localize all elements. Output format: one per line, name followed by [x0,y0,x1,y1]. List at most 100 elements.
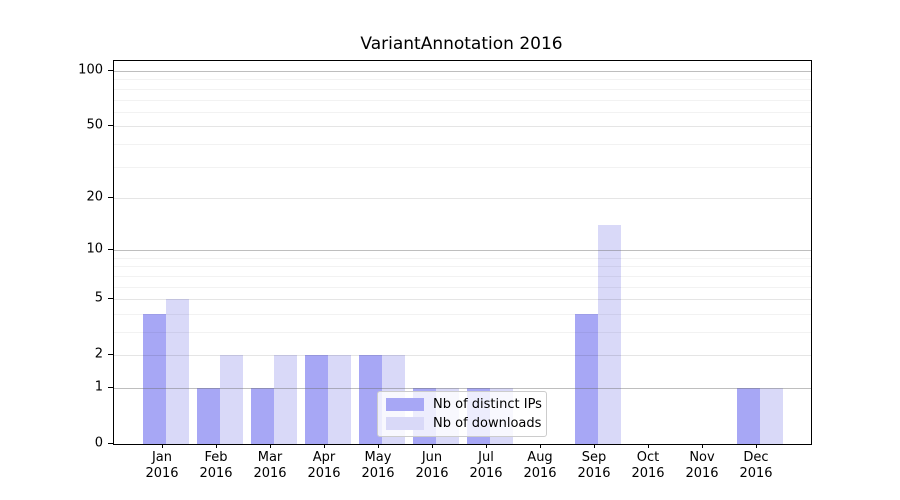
gridline-40 [114,143,811,145]
y-tick-mark-50 [108,125,113,127]
bar-downloads-feb [220,355,243,444]
gridline-80 [114,88,811,90]
gridline-70 [114,99,811,101]
x-tick-label-sep: Sep 2016 [564,450,624,482]
bar-downloads-mar [274,355,297,444]
x-tick-label-oct: Oct 2016 [618,450,678,482]
bar-downloads-sep [598,225,621,444]
x-tick-label-month: Jun [421,450,443,465]
x-tick-label-year: 2016 [577,466,611,481]
legend-label-distinct-ips: Nb of distinct IPs [433,397,542,412]
x-tick-label-year: 2016 [469,466,503,481]
x-tick-label-month: Jan [151,450,173,465]
downloads-swatch [386,417,424,430]
x-tick-mark-apr [324,444,325,448]
y-tick-label-50: 50 [86,117,103,133]
y-tick-mark-20 [108,196,113,198]
x-tick-label-month: Apr [312,450,336,465]
bar-downloads-dec [760,388,783,444]
x-tick-label-mar: Mar 2016 [240,450,300,482]
x-tick-label-jan: Jan 2016 [132,450,192,482]
x-tick-label-aug: Aug 2016 [510,450,570,482]
y-tick-label-1: 1 [94,379,103,395]
legend-label-downloads: Nb of downloads [433,416,542,431]
x-tick-label-year: 2016 [739,466,773,481]
x-tick-label-month: Feb [204,450,228,465]
x-tick-mark-jul [486,444,487,448]
y-tick-mark-10 [108,249,113,251]
x-tick-label-dec: Dec 2016 [726,450,786,482]
x-tick-label-year: 2016 [145,466,179,481]
legend-row-distinct-ips: Nb of distinct IPs [386,397,546,412]
x-tick-label-year: 2016 [685,466,719,481]
y-tick-label-10: 10 [86,241,103,257]
distinct-ips-swatch [386,398,424,411]
x-tick-label-month: May [364,450,392,465]
y-tick-mark-1 [108,387,113,388]
x-tick-label-year: 2016 [361,466,395,481]
x-tick-label-month: Oct [636,450,660,465]
x-tick-label-jun: Jun 2016 [402,450,462,482]
gridline-2 [114,355,811,357]
x-tick-label-year: 2016 [631,466,665,481]
x-tick-mark-feb [216,444,217,448]
x-tick-mark-may [378,444,379,448]
y-tick-mark-0 [108,443,113,444]
gridline-20 [114,197,811,199]
x-tick-mark-oct [648,444,649,448]
y-tick-mark-5 [108,298,113,300]
x-tick-mark-nov [702,444,703,448]
x-tick-mark-jun [432,444,433,448]
x-tick-label-month: Jul [478,450,494,465]
x-tick-label-year: 2016 [415,466,449,481]
x-tick-label-year: 2016 [199,466,233,481]
x-tick-label-month: Sep [581,450,607,465]
x-tick-label-month: Mar [257,450,283,465]
x-tick-mark-dec [756,444,757,448]
x-tick-label-month: Aug [527,450,553,465]
gridline-7 [114,275,811,277]
x-tick-mark-mar [270,444,271,448]
bar-distinct-ips-apr [305,355,328,444]
bar-distinct-ips-sep [575,313,598,444]
gridline-4 [114,313,811,315]
x-tick-label-feb: Feb 2016 [186,450,246,482]
y-tick-mark-100 [108,70,113,71]
gridline-50 [114,126,811,128]
y-tick-label-5: 5 [94,290,103,306]
bar-downloads-apr [328,355,351,444]
bar-downloads-jan [166,299,189,444]
x-tick-label-apr: Apr 2016 [294,450,354,482]
gridline-6 [114,286,811,288]
gridline-60 [114,111,811,113]
y-tick-label-0: 0 [94,435,103,451]
gridline-100 [114,71,811,72]
y-tick-mark-2 [108,354,113,356]
gridline-10 [114,250,811,252]
gridline-1 [114,388,811,389]
x-tick-label-month: Dec [743,450,769,465]
x-tick-label-may: May 2016 [348,450,408,482]
gridline-30 [114,166,811,168]
x-tick-label-month: Nov [689,450,715,465]
gridline-90 [114,79,811,81]
plot-area [113,60,812,445]
gridline-5 [114,299,811,301]
x-tick-label-year: 2016 [307,466,341,481]
x-tick-mark-sep [594,444,595,448]
bar-distinct-ips-feb [197,388,220,444]
x-tick-label-jul: Jul 2016 [456,450,516,482]
x-tick-mark-aug [540,444,541,448]
chart-title: VariantAnnotation 2016 [360,34,563,54]
y-tick-label-100: 100 [78,62,103,78]
gridline-8 [114,266,811,268]
gridline-9 [114,257,811,259]
x-tick-label-year: 2016 [523,466,557,481]
x-tick-label-year: 2016 [253,466,287,481]
y-tick-label-2: 2 [94,346,103,362]
bar-distinct-ips-jan [143,313,166,444]
x-tick-label-nov: Nov 2016 [672,450,732,482]
x-tick-mark-jan [162,444,163,448]
legend: Nb of distinct IPs Nb of downloads [377,391,547,437]
